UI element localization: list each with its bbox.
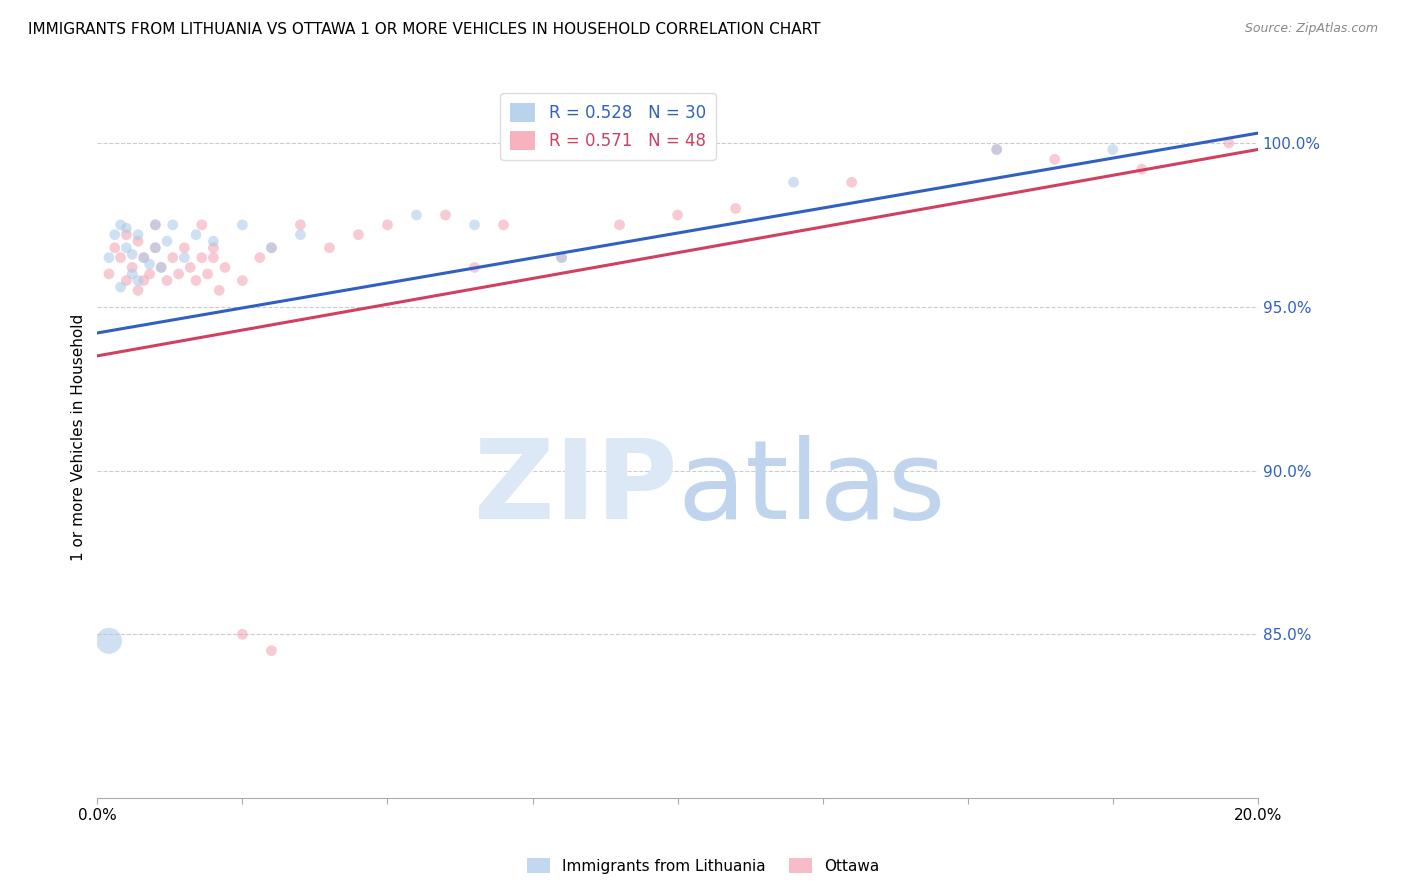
- Text: atlas: atlas: [678, 434, 946, 541]
- Point: [191, 251, 214, 265]
- Point: [202, 234, 225, 248]
- Point: [121, 247, 143, 261]
- Point: [150, 260, 173, 275]
- Point: [97, 251, 120, 265]
- Legend: R = 0.528   N = 30, R = 0.571   N = 48: R = 0.528 N = 30, R = 0.571 N = 48: [501, 93, 716, 160]
- Point: [145, 218, 167, 232]
- Point: [97, 267, 120, 281]
- Point: [197, 267, 219, 281]
- Point: [145, 218, 167, 232]
- Point: [145, 241, 167, 255]
- Point: [249, 251, 271, 265]
- Point: [463, 218, 485, 232]
- Point: [609, 218, 631, 232]
- Point: [150, 260, 173, 275]
- Point: [841, 175, 863, 189]
- Point: [724, 202, 747, 216]
- Point: [231, 273, 253, 287]
- Point: [104, 227, 127, 242]
- Point: [110, 218, 132, 232]
- Point: [127, 273, 149, 287]
- Text: IMMIGRANTS FROM LITHUANIA VS OTTAWA 1 OR MORE VEHICLES IN HOUSEHOLD CORRELATION : IMMIGRANTS FROM LITHUANIA VS OTTAWA 1 OR…: [28, 22, 821, 37]
- Legend: Immigrants from Lithuania, Ottawa: Immigrants from Lithuania, Ottawa: [520, 852, 886, 880]
- Point: [214, 260, 236, 275]
- Point: [184, 227, 207, 242]
- Point: [191, 218, 214, 232]
- Point: [121, 260, 143, 275]
- Point: [127, 234, 149, 248]
- Point: [550, 251, 572, 265]
- Point: [1130, 162, 1153, 177]
- Point: [162, 251, 184, 265]
- Point: [1043, 153, 1066, 167]
- Point: [110, 251, 132, 265]
- Point: [202, 251, 225, 265]
- Point: [463, 260, 485, 275]
- Point: [138, 267, 160, 281]
- Point: [97, 633, 120, 648]
- Text: ZIP: ZIP: [474, 434, 678, 541]
- Point: [132, 251, 155, 265]
- Point: [145, 241, 167, 255]
- Point: [127, 284, 149, 298]
- Point: [167, 267, 190, 281]
- Text: Source: ZipAtlas.com: Source: ZipAtlas.com: [1244, 22, 1378, 36]
- Point: [492, 218, 515, 232]
- Point: [184, 273, 207, 287]
- Point: [347, 227, 370, 242]
- Point: [290, 227, 312, 242]
- Point: [782, 175, 804, 189]
- Point: [138, 257, 160, 271]
- Point: [173, 241, 195, 255]
- Point: [986, 143, 1008, 157]
- Point: [260, 643, 283, 657]
- Point: [290, 218, 312, 232]
- Point: [132, 251, 155, 265]
- Point: [202, 241, 225, 255]
- Point: [986, 143, 1008, 157]
- Point: [179, 260, 201, 275]
- Point: [1101, 143, 1123, 157]
- Point: [115, 221, 138, 235]
- Point: [115, 273, 138, 287]
- Point: [173, 251, 195, 265]
- Point: [156, 273, 179, 287]
- Point: [132, 273, 155, 287]
- Point: [318, 241, 340, 255]
- Point: [260, 241, 283, 255]
- Point: [377, 218, 399, 232]
- Point: [231, 627, 253, 641]
- Y-axis label: 1 or more Vehicles in Household: 1 or more Vehicles in Household: [72, 314, 86, 561]
- Point: [162, 218, 184, 232]
- Point: [208, 284, 231, 298]
- Point: [260, 241, 283, 255]
- Point: [110, 280, 132, 294]
- Point: [434, 208, 457, 222]
- Point: [550, 251, 572, 265]
- Point: [405, 208, 427, 222]
- Point: [231, 218, 253, 232]
- Point: [1218, 136, 1240, 150]
- Point: [121, 267, 143, 281]
- Point: [127, 227, 149, 242]
- Point: [115, 227, 138, 242]
- Point: [156, 234, 179, 248]
- Point: [115, 241, 138, 255]
- Point: [104, 241, 127, 255]
- Point: [666, 208, 689, 222]
